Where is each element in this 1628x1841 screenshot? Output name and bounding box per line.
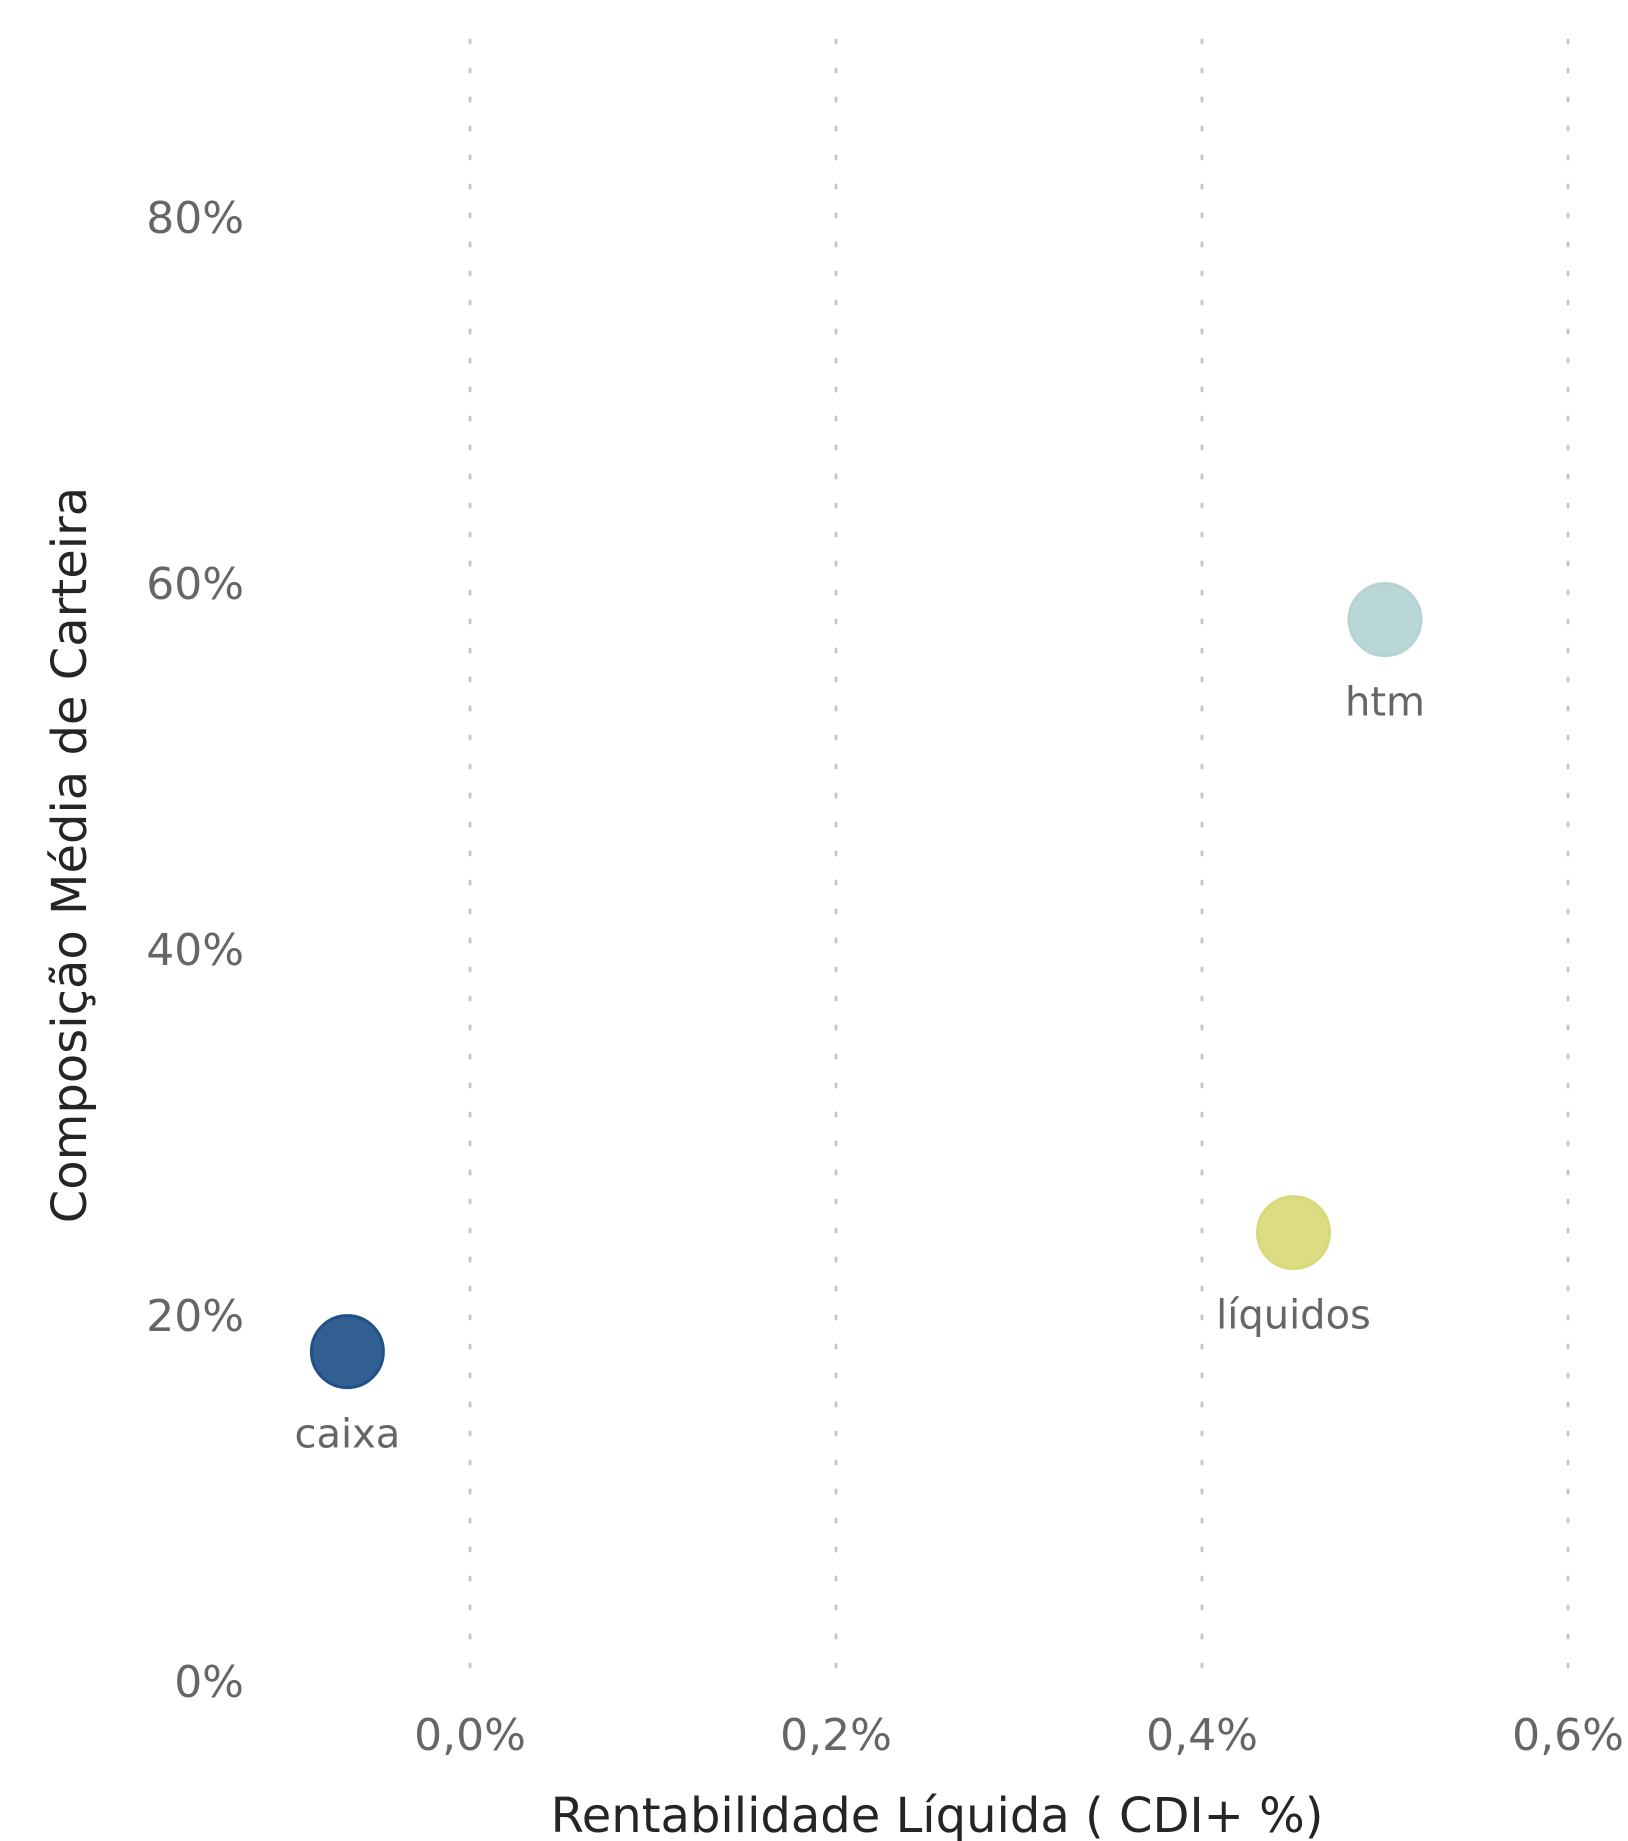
y-tick-label: 20% [146,1291,244,1342]
x-axis-ticks: 0,0% 0,2% 0,4% 0,6% [414,1710,1624,1761]
point-marker [1347,582,1423,658]
y-tick-label: 80% [146,193,244,244]
data-point-caixa: caixa [294,1314,400,1458]
data-point-líquidos: líquidos [1216,1195,1371,1339]
x-axis-title: Rentabilidade Líquida ( CDI+ %) [551,1788,1324,1841]
point-label: líquidos [1216,1293,1371,1339]
point-marker [1256,1195,1331,1271]
point-marker [309,1314,385,1390]
x-tick-label: 0,0% [414,1710,526,1761]
x-tick-label: 0,4% [1146,1710,1258,1761]
point-label: caixa [294,1412,400,1458]
y-tick-label: 40% [146,925,244,976]
x-gridlines [468,38,1570,1692]
data-points: caixa htm líquidos [294,582,1425,1458]
y-tick-label: 60% [146,559,244,610]
y-axis-title: Composição Média de Carteira [42,487,98,1223]
point-label: htm [1345,680,1425,726]
x-tick-label: 0,2% [780,1710,892,1761]
y-axis-ticks: 0% 20% 40% 60% 80% [146,193,244,1708]
x-tick-label: 0,6% [1512,1710,1624,1761]
y-tick-label: 0% [174,1657,244,1708]
data-point-htm: htm [1345,582,1425,726]
